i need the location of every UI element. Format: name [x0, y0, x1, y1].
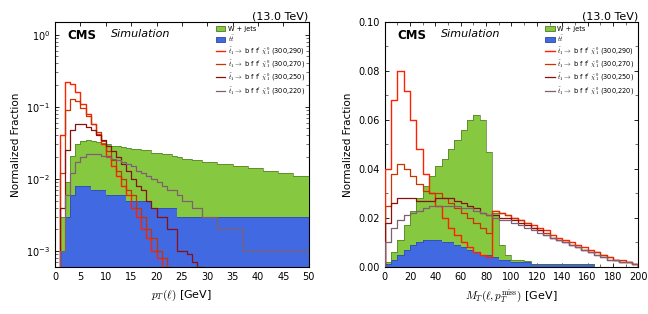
Text: (13.0 TeV): (13.0 TeV): [252, 11, 308, 21]
Y-axis label: Normalized Fraction: Normalized Fraction: [10, 92, 21, 197]
X-axis label: $M_{T}(\ell,p_{T}^{\rm miss})$ [GeV]: $M_{T}(\ell,p_{T}^{\rm miss})$ [GeV]: [465, 287, 558, 304]
Text: Simulation: Simulation: [111, 29, 170, 39]
Polygon shape: [55, 186, 308, 314]
Legend: W + jets, $t\bar{t}$, $\tilde{t}_1 \to$ b f f$^{\prime}$ $\tilde{\chi}_1^0$ (300: W + jets, $t\bar{t}$, $\tilde{t}_1 \to$ …: [213, 23, 307, 99]
Polygon shape: [55, 140, 308, 314]
Text: CMS: CMS: [397, 29, 426, 42]
Text: CMS: CMS: [68, 29, 97, 42]
Polygon shape: [385, 115, 638, 267]
Legend: W + jets, $t\bar{t}$, $\tilde{t}_1 \to$ b f f$^{\prime}$ $\tilde{\chi}_1^0$ (300: W + jets, $t\bar{t}$, $\tilde{t}_1 \to$ …: [542, 23, 637, 99]
Y-axis label: Normalized Fraction: Normalized Fraction: [343, 92, 353, 197]
Polygon shape: [385, 240, 638, 267]
Text: Simulation: Simulation: [441, 29, 500, 39]
Text: (13.0 TeV): (13.0 TeV): [582, 11, 638, 21]
X-axis label: $p_{T}(\ell)$ [GeV]: $p_{T}(\ell)$ [GeV]: [152, 287, 213, 303]
